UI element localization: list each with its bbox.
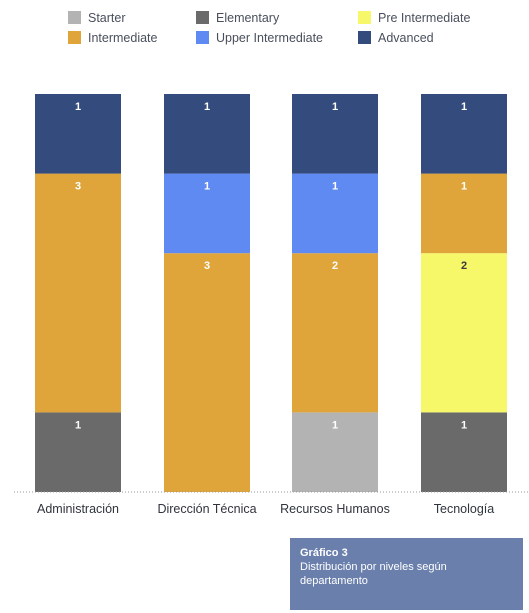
data-label-tecnologia-elementary: 1 (461, 419, 467, 431)
legend-item-elementary: Elementary (196, 11, 280, 25)
legend-label: Elementary (216, 11, 280, 25)
bar-tecnologia-elementary (421, 412, 507, 492)
legend-item-upper-intermediate: Upper Intermediate (196, 31, 323, 45)
data-label-direccion-tecnica-intermediate: 3 (204, 260, 210, 272)
data-label-tecnologia-advanced: 1 (461, 101, 467, 113)
legend-swatch (68, 31, 81, 44)
legend-swatch (196, 11, 209, 24)
legend-item-starter: Starter (68, 11, 126, 25)
legend-item-intermediate: Intermediate (68, 31, 158, 45)
bar-tecnologia-advanced (421, 94, 507, 174)
data-label-tecnologia-pre-intermediate: 2 (461, 260, 467, 272)
category-label-direccion-tecnica: Dirección Técnica (157, 502, 256, 516)
legend-label: Intermediate (88, 31, 158, 45)
legend-item-advanced: Advanced (358, 31, 434, 45)
figure-caption: Gráfico 3 Distribución por niveles según… (290, 538, 523, 610)
legend-label: Upper Intermediate (216, 31, 323, 45)
legend-swatch (358, 11, 371, 24)
bar-recursos-humanos-starter (292, 412, 378, 492)
bar-administracion-advanced (35, 94, 121, 174)
legend-label: Pre Intermediate (378, 11, 470, 25)
bar-recursos-humanos-upper-intermediate (292, 173, 378, 254)
legend-label: Starter (88, 11, 126, 25)
data-label-recursos-humanos-advanced: 1 (332, 101, 338, 113)
x-axis-labels: Administración Dirección Técnica Recursos … (37, 502, 494, 516)
bar-direccion-tecnica-upper-intermediate (164, 173, 250, 254)
data-label-administracion-intermediate: 3 (75, 181, 81, 193)
legend-swatch (68, 11, 81, 24)
bar-administracion-intermediate (35, 173, 121, 413)
legend-swatch (358, 31, 371, 44)
data-label-recursos-humanos-upper-intermediate: 1 (332, 181, 338, 193)
data-label-administracion-advanced: 1 (75, 101, 81, 113)
data-label-recursos-humanos-starter: 1 (332, 419, 338, 431)
caption-title: Gráfico 3 (300, 547, 348, 559)
data-label-tecnologia-intermediate: 1 (461, 181, 467, 193)
bar-tecnologia-pre-intermediate (421, 253, 507, 413)
data-label-recursos-humanos-intermediate: 2 (332, 260, 338, 272)
category-label-tecnologia: Tecnología (434, 502, 495, 516)
legend-label: Advanced (378, 31, 434, 45)
data-label-direccion-tecnica-advanced: 1 (204, 101, 210, 113)
data-label-direccion-tecnica-upper-intermediate: 1 (204, 181, 210, 193)
bar-direccion-tecnica-advanced (164, 94, 250, 174)
data-label-administracion-elementary: 1 (75, 419, 81, 431)
bar-administracion-elementary (35, 412, 121, 492)
legend-swatch (196, 31, 209, 44)
legend-item-pre-intermediate: Pre Intermediate (358, 11, 470, 25)
bar-recursos-humanos-advanced (292, 94, 378, 174)
category-label-administracion: Administración (37, 502, 119, 516)
bar-tecnologia-intermediate (421, 173, 507, 254)
caption-text: Distribución por niveles según departame… (300, 561, 447, 587)
chart-legend: Starter Elementary Pre Intermediate Interme… (68, 11, 470, 45)
chart-bars: 1 3 1 3 1 1 1 2 1 1 1 2 1 1 (35, 94, 507, 492)
bar-direccion-tecnica-intermediate (164, 253, 250, 492)
category-label-recursos-humanos: Recursos Humanos (280, 502, 390, 516)
bar-recursos-humanos-intermediate (292, 253, 378, 413)
